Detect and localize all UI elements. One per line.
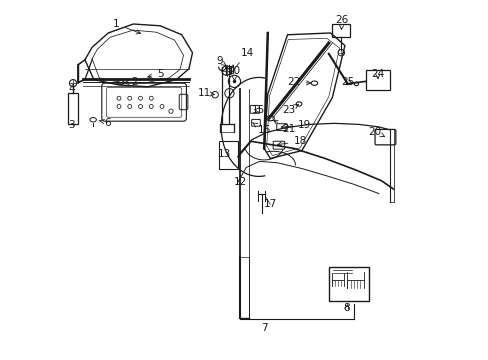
Text: 8: 8	[343, 303, 349, 314]
Text: 13: 13	[218, 149, 231, 159]
Text: 18: 18	[277, 136, 306, 146]
Text: 1: 1	[113, 19, 141, 34]
Text: 22: 22	[287, 77, 310, 87]
Text: 20: 20	[367, 127, 384, 137]
Text: 24: 24	[370, 69, 384, 79]
Bar	[365, 70, 389, 90]
Text: 17: 17	[263, 199, 276, 210]
Text: 10: 10	[227, 66, 241, 81]
Text: 11: 11	[197, 88, 214, 98]
Text: 15: 15	[251, 105, 264, 115]
Bar	[328, 267, 368, 301]
Text: 4: 4	[68, 84, 75, 94]
Text: 25: 25	[341, 77, 354, 87]
Bar	[332, 24, 349, 37]
Text: 2: 2	[124, 77, 138, 87]
Text: 5: 5	[147, 69, 163, 79]
Text: 16: 16	[252, 123, 270, 135]
Text: 12: 12	[233, 177, 246, 187]
Text: 7: 7	[261, 323, 267, 333]
Text: 6: 6	[99, 118, 111, 128]
Text: 26: 26	[335, 15, 348, 30]
Text: 3: 3	[68, 121, 75, 130]
Bar	[219, 141, 238, 169]
Text: 19: 19	[281, 121, 311, 130]
Text: 21: 21	[273, 120, 295, 134]
Text: 14: 14	[229, 48, 253, 75]
Text: 9: 9	[216, 56, 225, 66]
Bar	[68, 93, 78, 125]
Text: 23: 23	[282, 104, 298, 115]
